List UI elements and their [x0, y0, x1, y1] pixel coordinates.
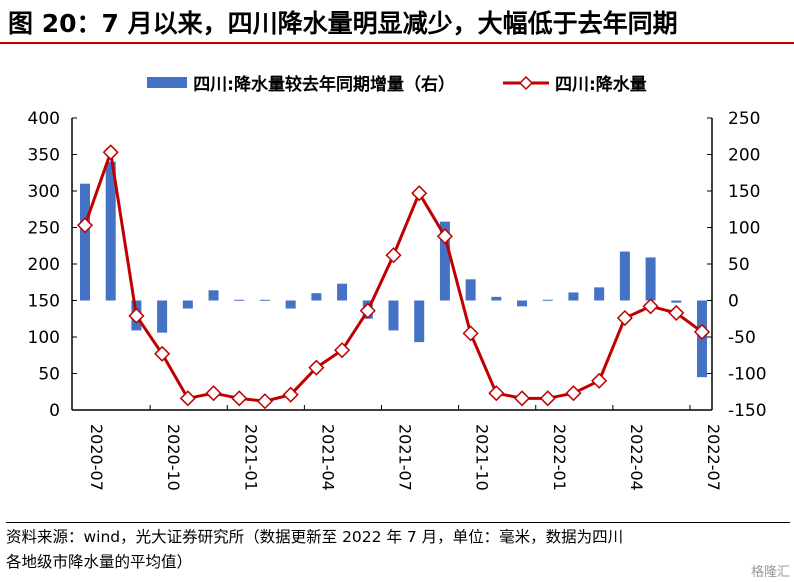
bar-2020-08 — [105, 161, 116, 301]
figure-title: 图 20：7 月以来，四川降水量明显减少，大幅低于去年同期 — [8, 9, 678, 38]
point-2020-12 — [205, 385, 222, 402]
right-tick-label: 50 — [728, 255, 750, 275]
legend-bar-swatch — [147, 77, 188, 88]
point-2022-02 — [565, 385, 582, 402]
chart-canvas: 0 50 100 150 200 250 300 350 400 -150 -100 -50 0 50 10… — [28, 109, 767, 491]
point-2021-02 — [256, 393, 274, 410]
point-2021-03 — [282, 386, 299, 403]
x-tick-label: 2022-04 — [627, 424, 646, 491]
legend-item-bar: 四川:降水量较去年同期增量（右） — [147, 70, 455, 95]
point-2021-12 — [513, 390, 531, 407]
left-tick-label: 50 — [38, 365, 60, 385]
bar-2021-09 — [439, 221, 450, 301]
bar-2021-08 — [414, 300, 425, 343]
point-2021-04 — [308, 359, 325, 376]
bar-2021-07 — [388, 300, 399, 331]
source-note: 资料来源：wind，光大证券研究所（数据更新至 2022 年 7 月，单位：毫米… — [6, 522, 790, 575]
source-line-1: 资料来源：wind，光大证券研究所（数据更新至 2022 年 7 月，单位：毫米… — [6, 528, 624, 546]
point-2021-08 — [411, 185, 428, 202]
legend-line-label: 四川:降水量 — [555, 75, 647, 95]
bar-2020-12 — [208, 290, 219, 301]
bar-2022-04 — [619, 251, 630, 301]
bar-2022-05 — [645, 257, 656, 301]
point-2022-05 — [642, 298, 659, 315]
left-tick-label: 250 — [28, 219, 60, 239]
bar-2022-01 — [542, 299, 553, 301]
point-2021-09 — [436, 228, 453, 245]
bar-2020-07 — [80, 183, 90, 301]
point-2022-07 — [693, 323, 711, 340]
point-2020-10 — [154, 345, 171, 362]
right-tick-label: -150 — [728, 401, 767, 421]
rainfall-line — [83, 150, 703, 403]
left-tick-label: 0 — [49, 401, 60, 421]
point-2022-01 — [539, 390, 556, 407]
bar-2020-11 — [182, 300, 193, 309]
left-tick-label: 200 — [28, 255, 60, 275]
x-tick-label: 2021-10 — [473, 424, 492, 491]
bar-2021-03 — [285, 300, 296, 309]
right-tick-label: 200 — [728, 146, 760, 166]
x-tick-label: 2021-07 — [396, 424, 415, 491]
bar-2022-03 — [594, 287, 605, 301]
point-2020-11 — [179, 390, 196, 407]
point-2021-05 — [334, 342, 351, 359]
bar-2022-06 — [671, 300, 682, 303]
legend: 四川:降水量较去年同期增量（右） 四川:降水量 — [0, 70, 794, 95]
point-2022-03 — [591, 372, 608, 389]
x-tick-label: 2021-04 — [318, 424, 337, 491]
bar-2022-02 — [568, 292, 579, 301]
right-tick-label: 150 — [728, 182, 760, 202]
left-tick-label: 350 — [28, 146, 60, 166]
point-2021-01 — [231, 390, 248, 407]
point-2021-11 — [488, 385, 505, 402]
left-tick-label: 400 — [28, 109, 60, 129]
x-tick-label: 2020-07 — [87, 424, 106, 491]
watermark-logo: 格隆汇 — [750, 565, 790, 580]
x-tick-label: 2021-01 — [241, 424, 260, 491]
left-tick-label: 150 — [28, 292, 60, 312]
point-2022-06 — [668, 304, 685, 321]
bar-2021-05 — [337, 283, 348, 301]
point-2021-10 — [462, 325, 479, 342]
legend-item-line: 四川:降水量 — [503, 70, 647, 95]
bar-2021-01 — [234, 299, 245, 301]
point-2022-04 — [616, 309, 633, 327]
x-tick-label: 2022-01 — [550, 424, 569, 491]
point-2020-08 — [102, 144, 119, 161]
source-line-2: 各地级市降水量的平均值） — [6, 553, 193, 571]
x-tick-label: 2022-07 — [704, 424, 723, 491]
legend-bar-label: 四川:降水量较去年同期增量（右） — [193, 75, 455, 95]
legend-line-swatch — [503, 75, 549, 90]
bar-2021-02 — [259, 299, 270, 301]
right-tick-label: -50 — [728, 328, 756, 348]
point-2020-09 — [128, 307, 145, 324]
right-tick-label: -100 — [728, 365, 767, 385]
left-tick-label: 300 — [28, 182, 60, 202]
bar-2021-10 — [465, 279, 476, 301]
right-tick-label: 100 — [728, 219, 760, 239]
title-divider — [0, 42, 794, 44]
point-2020-07 — [76, 217, 94, 234]
bar-2021-04 — [311, 293, 322, 301]
x-tick-label: 2020-10 — [164, 424, 183, 491]
bar-2020-10 — [157, 300, 168, 333]
bar-2021-12 — [517, 300, 528, 307]
right-tick-label: 0 — [728, 292, 739, 312]
right-tick-label: 250 — [728, 109, 760, 129]
left-tick-label: 100 — [28, 328, 60, 348]
bar-2021-11 — [491, 296, 502, 301]
point-2021-07 — [385, 247, 402, 264]
point-2021-06 — [359, 302, 376, 319]
